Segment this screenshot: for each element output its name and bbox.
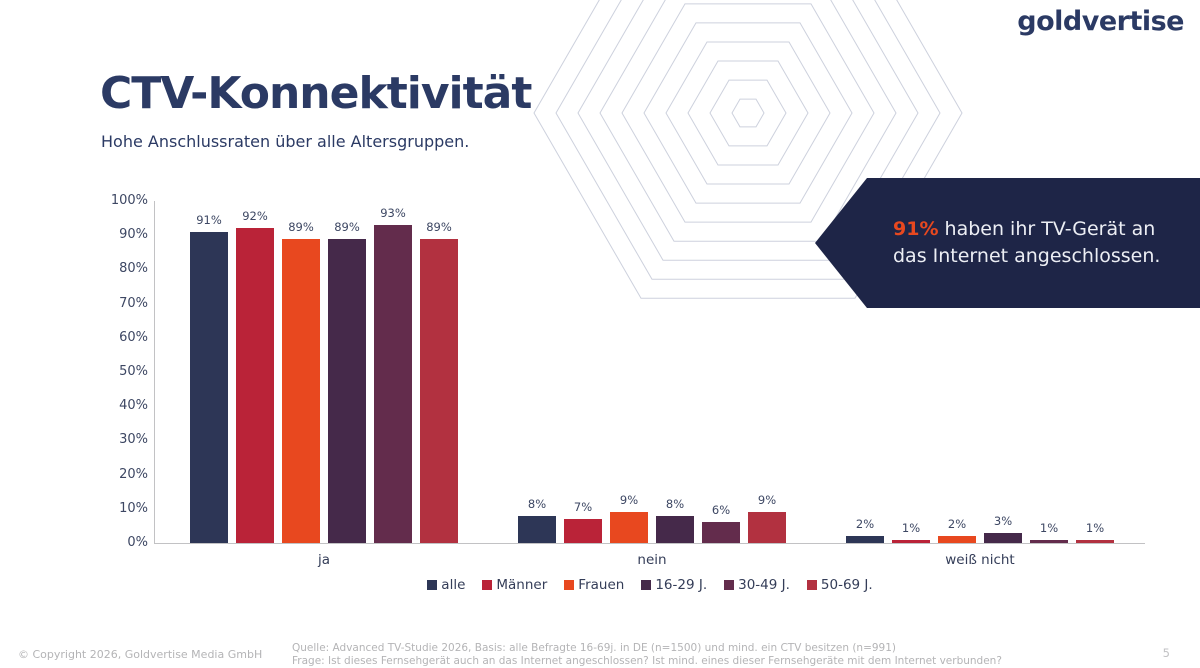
bar-value-label: 2% [855,517,875,531]
bar-value-label: 2% [947,517,967,531]
bar [374,225,412,543]
bar-value-label: 1% [901,521,921,535]
footer-source-line1: Quelle: Advanced TV-Studie 2026, Basis: … [292,642,897,654]
y-axis-tick: 20% [119,466,148,482]
bar-value-label: 3% [993,514,1013,528]
bar [518,516,556,543]
bar-value-label: 89% [288,220,314,234]
y-axis-tick: 80% [119,261,148,277]
legend-item: 30-49 J. [724,577,790,593]
bar [656,516,694,543]
bar-value-label: 93% [380,206,406,220]
bar-value-label: 8% [665,497,685,511]
x-axis-category-label: nein [637,552,667,568]
legend-label: Frauen [578,577,625,593]
callout-arrow: 91% haben ihr TV-Gerät an das Internet a… [815,178,1200,308]
x-axis-line [155,543,1145,544]
footer-copyright: © Copyright 2026, Goldvertise Media GmbH [18,648,263,661]
legend-swatch [564,580,575,590]
y-axis-line [154,201,155,544]
bar-value-label: 6% [711,503,731,517]
callout-highlight: 91% [893,218,939,240]
bar [1076,540,1114,543]
legend-swatch [724,580,735,590]
x-axis-category-label: ja [317,552,331,568]
y-axis-tick: 70% [119,295,148,311]
legend-item: 50-69 J. [806,577,873,593]
legend-swatch [427,580,438,590]
legend-swatch [806,580,817,590]
bar [748,512,786,543]
bar [938,536,976,543]
bar [610,512,648,543]
footer-source: Quelle: Advanced TV-Studie 2026, Basis: … [292,642,1002,667]
chart-legend: alle Männer Frauen 16-29 J. 30-49 J. 50-69 J. [155,577,1145,593]
legend-label: 50-69 J. [820,577,873,593]
legend-swatch [482,580,493,590]
legend-label: Männer [496,577,548,593]
bar-value-label: 89% [334,220,360,234]
y-axis-tick: 10% [119,500,148,516]
bar-value-label: 1% [1085,521,1105,535]
page-number: 5 [1162,646,1170,660]
bar [702,522,740,543]
bar [1030,540,1068,543]
legend-item: 16-29 J. [641,577,707,593]
bar [328,239,366,543]
bar-value-label: 7% [573,500,593,514]
brand-logo: goldvertise [1017,6,1184,37]
bar [564,519,602,543]
bar [282,239,320,543]
legend-swatch [641,580,652,590]
page-subtitle: Hohe Anschlussraten über alle Altersgrup… [101,132,470,151]
footer-source-line2: Frage: Ist dieses Fernsehgerät auch an d… [292,654,1002,667]
y-axis-tick: 100% [110,193,148,208]
bar [190,232,228,543]
bar [892,540,930,543]
bar [984,533,1022,543]
bar [236,228,274,543]
legend-item: Männer [482,577,547,593]
bar-value-label: 89% [426,220,452,234]
legend-label: 16-29 J. [655,577,708,593]
bar-value-label: 1% [1039,521,1059,535]
legend-item: alle [427,577,465,593]
page-title: CTV-Konnektivität [100,68,532,119]
legend-label: alle [441,577,466,593]
bar-value-label: 91% [196,213,222,227]
y-axis-tick: 0% [127,535,148,550]
bar [420,239,458,543]
y-axis-tick: 40% [119,398,148,414]
bar-value-label: 8% [527,497,547,511]
y-axis-tick: 60% [119,329,148,345]
x-axis-category-label: weiß nicht [945,552,1015,568]
y-axis-tick: 50% [119,364,148,379]
bar-value-label: 9% [757,493,777,507]
y-axis-tick: 30% [119,432,148,448]
y-axis-tick: 90% [119,227,148,243]
legend-item: Frauen [564,577,624,593]
legend-label: 30-49 J. [738,577,790,593]
callout-text: 91% haben ihr TV-Gerät an das Internet a… [815,216,1200,270]
bar-value-label: 92% [242,209,268,223]
bar-value-label: 9% [619,493,639,507]
bar [846,536,884,543]
